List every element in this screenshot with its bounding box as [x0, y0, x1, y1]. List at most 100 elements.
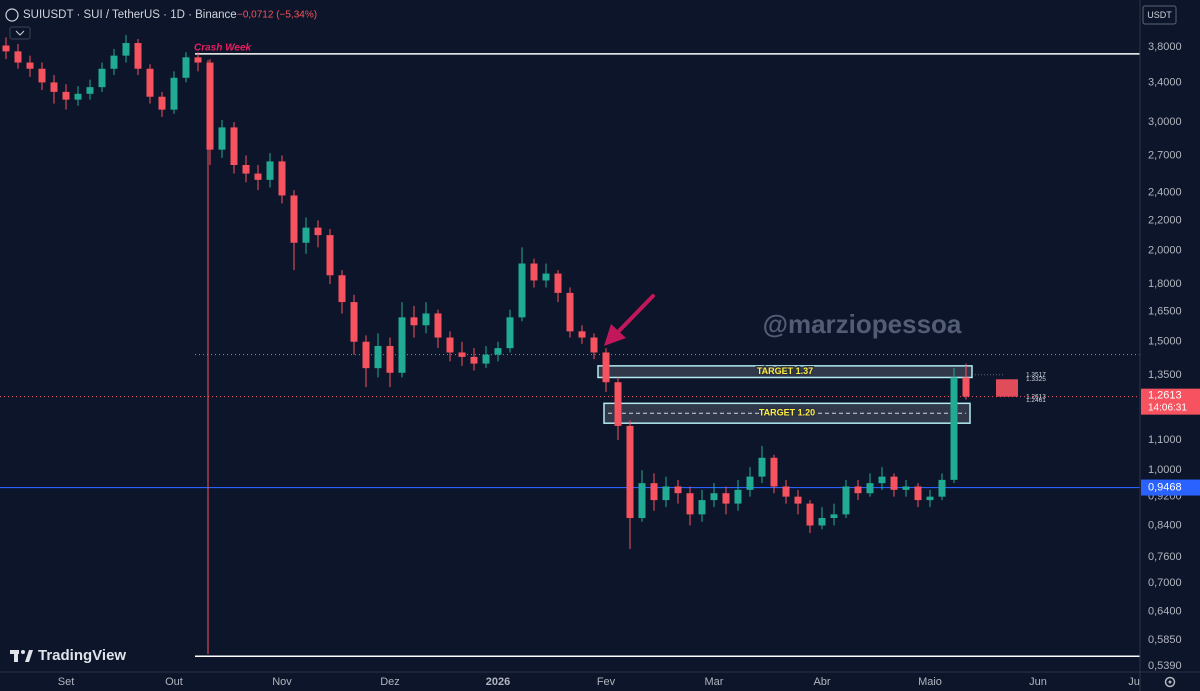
candle-body: [302, 227, 310, 243]
candle-body: [110, 55, 118, 69]
last-price-label: 1,2613: [1148, 390, 1182, 402]
candle-body: [794, 496, 802, 504]
candle-body: [950, 377, 958, 480]
support-badge: [1141, 479, 1200, 496]
candle-body: [482, 354, 490, 364]
candle-body: [386, 345, 394, 373]
candle-body: [602, 352, 610, 383]
candle-body: [182, 57, 190, 78]
price-note: 1.2461: [1026, 397, 1046, 404]
candle-body: [674, 486, 682, 494]
candle-body: [74, 93, 82, 100]
candle-body: [26, 62, 34, 69]
y-tick-label: 0,7600: [1148, 551, 1182, 563]
x-tick-label: 2026: [486, 676, 510, 688]
candle-body: [722, 493, 730, 504]
currency-button[interactable]: USDT: [1142, 5, 1177, 25]
candle-body: [434, 313, 442, 338]
candle-body: [38, 68, 46, 83]
candle-body: [278, 161, 286, 196]
price-note: 1.2613: [1026, 393, 1046, 400]
candle-body: [866, 483, 874, 494]
candle-body: [878, 476, 886, 484]
candle-body: [578, 331, 586, 338]
x-tick-label: Fev: [597, 676, 616, 688]
candle-body: [98, 68, 106, 88]
x-tick-label: Nov: [272, 676, 292, 688]
arrow: [604, 294, 655, 346]
candle-body: [14, 51, 22, 63]
x-tick-label: Ju: [1128, 676, 1140, 688]
y-tick-label: 1,3500: [1148, 369, 1182, 381]
candle-body: [350, 302, 358, 342]
candle-body: [86, 87, 94, 94]
candle-body: [746, 476, 754, 490]
candle-body: [338, 275, 346, 303]
candle-body: [314, 227, 322, 236]
y-tick-label: 1,6500: [1148, 305, 1182, 317]
y-tick-label: 1,8000: [1148, 278, 1182, 290]
candle-body: [770, 457, 778, 487]
candle-body: [926, 496, 934, 501]
collapse-button[interactable]: [9, 26, 31, 40]
candle-body: [542, 273, 550, 281]
y-tick-label: 1,0000: [1148, 464, 1182, 476]
candle-body: [326, 235, 334, 276]
candle-body: [902, 486, 910, 490]
x-tick-label: Maio: [918, 676, 942, 688]
candle-body: [506, 317, 514, 349]
y-tick-label: 0,5390: [1148, 660, 1182, 672]
countdown: 14:06:31: [1148, 402, 1187, 413]
watermark: @marziopessoa: [763, 309, 962, 339]
support-badge-label: 0,9468: [1148, 481, 1182, 493]
candle-body: [914, 486, 922, 501]
candle-body: [518, 263, 526, 318]
candle-body: [62, 91, 70, 100]
candle-body: [194, 57, 202, 63]
candle-body: [590, 337, 598, 353]
candle-body: [446, 337, 454, 353]
candle-body: [710, 493, 718, 501]
y-tick-label: 0,7000: [1148, 577, 1182, 589]
candle-body: [458, 352, 466, 357]
candle-body: [374, 345, 382, 369]
candle-body: [254, 173, 262, 180]
position-box: [996, 379, 1018, 397]
price-note: 1.3517: [1026, 371, 1046, 378]
y-tick-label: 0,5850: [1148, 634, 1182, 646]
candle-body: [362, 341, 370, 369]
y-tick-label: 2,2000: [1148, 214, 1182, 226]
candle-body: [494, 348, 502, 355]
candle-body: [650, 483, 658, 501]
candle-body: [698, 500, 706, 515]
y-tick-label: 1,5000: [1148, 336, 1182, 348]
candle-body: [962, 377, 970, 397]
y-tick-label: 3,8000: [1148, 41, 1182, 53]
y-tick-label: 0,6400: [1148, 606, 1182, 618]
candle-body: [626, 425, 634, 519]
symbol-icon: [5, 8, 19, 22]
candle-body: [830, 514, 838, 519]
candle-body: [470, 356, 478, 364]
candle-body: [50, 82, 58, 92]
y-tick-label: 2,7000: [1148, 149, 1182, 161]
y-tick-label: 2,0000: [1148, 244, 1182, 256]
last-price-badge: [1141, 388, 1200, 415]
logo-text: TradingView: [38, 647, 126, 664]
candle-body: [122, 43, 130, 56]
candle-body: [614, 382, 622, 426]
x-tick-label: Mar: [705, 676, 724, 688]
candle-body: [842, 486, 850, 515]
currency-label: USDT: [1147, 10, 1172, 20]
tradingview-logo: TradingView: [10, 647, 126, 664]
candle-body: [146, 68, 154, 97]
settings-button[interactable]: [1164, 676, 1176, 688]
candle-body: [206, 62, 214, 150]
candle-body: [938, 479, 946, 497]
candle-body: [2, 45, 10, 52]
y-tick-label: 2,4000: [1148, 187, 1182, 199]
